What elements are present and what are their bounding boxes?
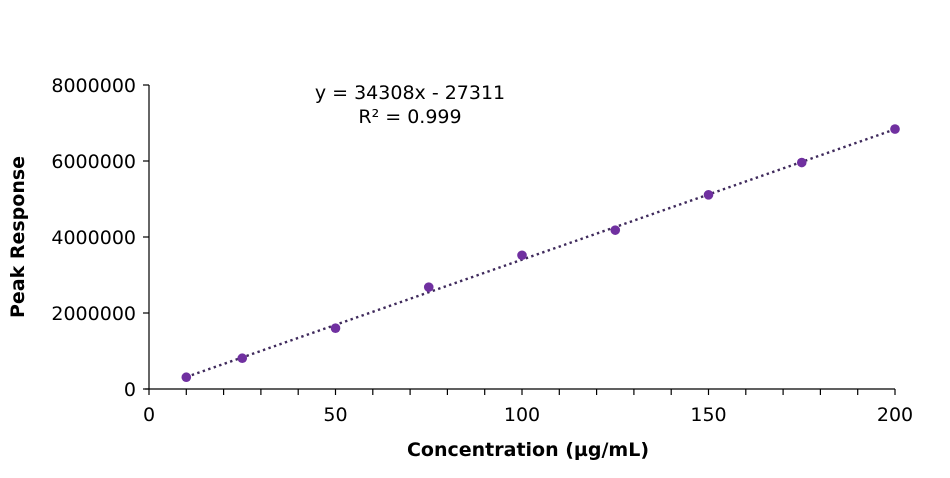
data-point bbox=[610, 225, 621, 235]
data-point bbox=[796, 157, 807, 168]
data-point bbox=[517, 250, 527, 261]
r-squared-label: R² = 0.999 bbox=[358, 106, 461, 128]
x-tick-label: 50 bbox=[323, 404, 347, 426]
x-tick-label: 200 bbox=[877, 404, 913, 426]
y-tick-label: 2000000 bbox=[51, 303, 136, 325]
y-tick-label: 8000000 bbox=[51, 75, 136, 97]
x-tick-label: 0 bbox=[143, 404, 155, 426]
data-point bbox=[181, 372, 192, 383]
data-point bbox=[890, 124, 900, 134]
data-point bbox=[330, 323, 341, 334]
y-tick-label: 6000000 bbox=[51, 151, 136, 173]
x-axis-title: Concentration (µg/mL) bbox=[407, 439, 649, 461]
x-tick-label: 150 bbox=[690, 404, 726, 426]
trendline-equation: y = 34308x - 27311 bbox=[315, 82, 505, 104]
data-points bbox=[181, 124, 900, 383]
y-tick-label: 0 bbox=[124, 379, 136, 401]
data-point bbox=[237, 353, 248, 364]
y-axis-title: Peak Response bbox=[7, 156, 29, 318]
trendline-path bbox=[185, 128, 896, 379]
y-tick-label: 4000000 bbox=[51, 227, 136, 249]
x-tick-label: 100 bbox=[504, 404, 540, 426]
data-point bbox=[703, 190, 714, 200]
x-axis: 0 50 100 150 200 bbox=[143, 388, 913, 426]
trendline bbox=[185, 128, 896, 379]
y-axis: 0 2000000 4000000 6000000 8000000 bbox=[51, 75, 150, 401]
data-point bbox=[423, 282, 434, 292]
